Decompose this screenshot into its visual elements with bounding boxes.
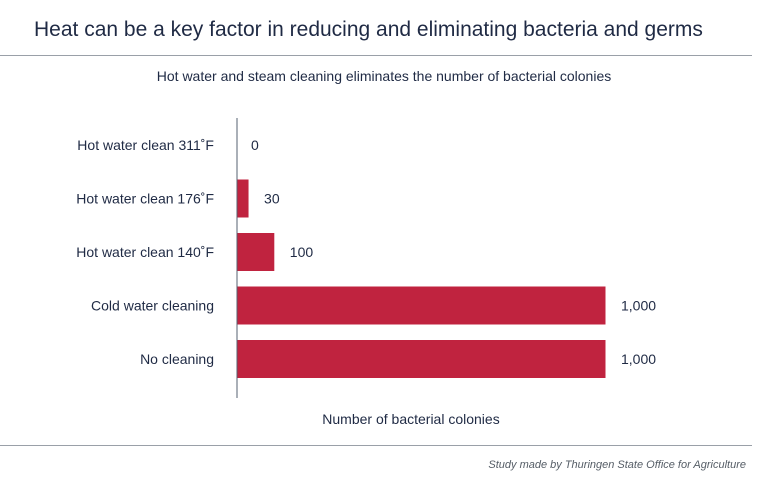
bar — [237, 340, 606, 378]
category-label: Hot water clean 176˚F — [76, 191, 214, 207]
value-label: 100 — [290, 244, 314, 260]
top-divider — [0, 55, 752, 56]
bar — [237, 286, 606, 325]
category-label: Hot water clean 140˚F — [76, 244, 214, 260]
category-label: Cold water cleaning — [91, 298, 214, 314]
category-label: Hot water clean 311˚F — [77, 137, 214, 153]
bar — [237, 179, 249, 218]
value-label: 0 — [251, 137, 259, 153]
category-label: No cleaning — [140, 351, 214, 367]
value-label: 30 — [264, 191, 280, 207]
source-note: Study made by Thuringen State Office for… — [488, 459, 746, 471]
bar — [237, 233, 275, 271]
value-label: 1,000 — [621, 351, 656, 367]
x-axis-label: Number of bacterial colonies — [322, 411, 500, 427]
chart-title: Hot water and steam cleaning eliminates … — [156, 68, 612, 84]
page-title: Heat can be a key factor in reducing and… — [34, 18, 703, 41]
value-label: 1,000 — [621, 298, 656, 314]
bottom-divider — [0, 445, 752, 446]
